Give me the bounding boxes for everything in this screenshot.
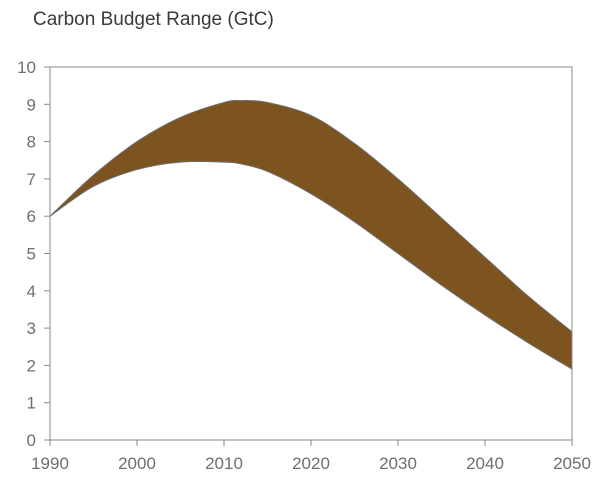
plot-area: 0 1 2 3 4 5 6 7 8 9 10 1990 2000 2010 2020 2030 2040 2050 — [17, 58, 591, 473]
y-tick-label: 8 — [27, 133, 36, 152]
y-tick-label: 9 — [27, 95, 36, 114]
x-tick-label: 2010 — [205, 454, 243, 473]
lower-bound-line — [49, 160, 573, 370]
x-tick-label: 2050 — [553, 454, 591, 473]
y-tick-label: 2 — [27, 356, 36, 375]
y-tick-label: 4 — [27, 282, 36, 301]
x-tick-label: 2000 — [118, 454, 156, 473]
x-tick-label: 1990 — [31, 454, 69, 473]
upper-bound-line — [49, 99, 573, 333]
y-tick-label: 5 — [27, 245, 36, 264]
y-tick-label: 6 — [27, 207, 36, 226]
x-tick-label: 2040 — [466, 454, 504, 473]
y-tick-label: 7 — [27, 170, 36, 189]
y-tick-label: 1 — [27, 394, 36, 413]
chart-title: Carbon Budget Range (GtC) — [33, 9, 274, 30]
y-tick-label: 0 — [27, 431, 36, 450]
y-tick-label: 10 — [17, 58, 36, 77]
carbon-budget-band — [50, 100, 572, 370]
y-tick-label: 3 — [27, 319, 36, 338]
x-tick-label: 2030 — [379, 454, 417, 473]
x-tick-label: 2020 — [292, 454, 330, 473]
